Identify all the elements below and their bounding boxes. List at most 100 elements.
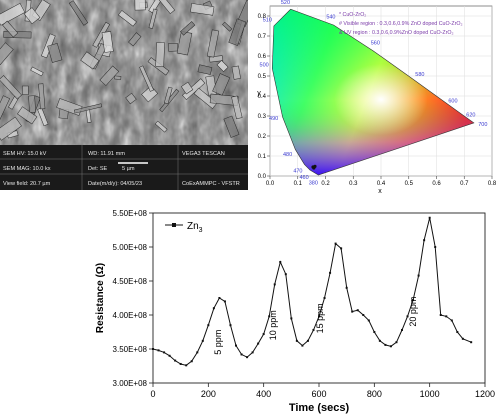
zn3-point [306, 339, 309, 342]
wavelength-label-520: 520 [281, 0, 290, 6]
res-y-tick: 4.50E+08 [113, 277, 148, 286]
ppm-annotations: 5 ppm 10 ppm 15 ppm 20 ppm [213, 297, 418, 355]
sem-flake [17, 106, 38, 125]
zn3-point [318, 315, 320, 318]
zn3-point [240, 353, 243, 356]
cie-points [311, 164, 317, 170]
sem-flake [38, 83, 46, 110]
sem-flake [0, 95, 11, 122]
sem-flake [152, 0, 176, 15]
cie-point [313, 164, 317, 168]
cie-y-tick-0.3: 0.3 [258, 114, 267, 120]
sem-hv: SEM HV: 15.0 kV [3, 151, 47, 157]
cie-x-tick-0.0: 0.0 [266, 181, 275, 187]
zn3-point [401, 328, 403, 331]
sem-flake [180, 21, 196, 36]
res-y-tick: 5.00E+08 [113, 243, 148, 252]
cie-x-ticks: 0.0 0.1 0.2 0.3 0.4 0.5 0.6 0.7 0.8 [266, 176, 497, 187]
sem-view-field: View field: 20.7 µm [3, 181, 51, 187]
zn3-point [423, 239, 426, 242]
res-x-tick-0: 0 [150, 389, 155, 399]
sem-flake [37, 107, 49, 127]
wavelength-label-700: 700 [478, 122, 487, 128]
cie-y-tick-0.2: 0.2 [258, 134, 267, 140]
sem-flake [47, 43, 63, 63]
wavelength-label-620: 620 [466, 113, 475, 119]
wavelength-label-380: 380 [309, 180, 318, 186]
sem-flake [134, 0, 146, 11]
zn3-point [470, 341, 473, 344]
zn3-point [367, 319, 370, 322]
sem-flake [212, 73, 231, 96]
sem-flake [216, 60, 229, 72]
zn3-point [201, 339, 204, 342]
zn3-point [179, 362, 182, 365]
res-y-tick: 3.50E+08 [113, 345, 148, 354]
zn3-point [373, 331, 376, 333]
zn3-point [257, 342, 260, 345]
spectral-locus [271, 8, 475, 176]
sem-flake [0, 116, 22, 141]
sem-flake [148, 8, 158, 29]
sem-flake [80, 51, 100, 70]
res-y-tick: 4.00E+08 [113, 311, 148, 320]
sem-flake [231, 65, 241, 80]
sem-lab: CoExAMMPC - VFSTR [182, 181, 240, 187]
cie-x-tick-0.1: 0.1 [294, 181, 303, 187]
cie-legend-1: * CuO-ZrO₂ [339, 12, 366, 18]
cie-x-tick-0.8: 0.8 [488, 181, 497, 187]
zn3-point [273, 283, 276, 286]
zn3-point [334, 242, 337, 245]
zn3-point [235, 344, 237, 347]
wavelength-label-510: 510 [263, 18, 272, 24]
sem-flake [206, 29, 220, 58]
cie-y-ticks: 0.0 0.1 0.2 0.3 0.4 0.5 0.6 0.7 0.8 [258, 14, 270, 180]
sem-flake [154, 120, 168, 133]
sem-scale-label: 5 µm [122, 166, 135, 172]
zn3-point [445, 315, 448, 318]
res-x-tick-600: 600 [311, 389, 326, 399]
res-y-tick: 5.50E+08 [113, 209, 148, 218]
zn3-point [351, 310, 354, 313]
res-legend-label: Zn3 [187, 221, 203, 234]
sem-flake [0, 2, 26, 26]
zn3-point [323, 297, 326, 299]
wavelength-label-500: 500 [260, 63, 269, 69]
sem-date: Date(m/d/y): 04/05/23 [88, 181, 142, 187]
wavelength-label-470: 470 [293, 169, 302, 175]
sem-mag: SEM MAG: 10.0 kx [3, 166, 51, 172]
sem-crystal-flakes [0, 0, 248, 141]
sem-info-bar [0, 145, 248, 190]
zn3-point [246, 356, 249, 359]
zn3-point [417, 274, 420, 277]
sem-flake [28, 95, 36, 113]
zn3-point [196, 351, 199, 354]
sem-flake [68, 0, 89, 26]
sem-det: Det: SE [88, 166, 108, 172]
res-x-ticks: 0 200 400 600 800 1000 1200 [150, 383, 495, 399]
res-x-tick-1000: 1000 [420, 389, 440, 399]
zn3-point [362, 314, 365, 316]
res-x-tick-400: 400 [256, 389, 271, 399]
sem-flake [222, 21, 233, 32]
sem-flake [0, 75, 22, 100]
ppm-label: 20 ppm [408, 297, 418, 327]
res-x-tick-1200: 1200 [475, 389, 495, 399]
resistance-chart: 0 200 400 600 800 1000 1200 3.00E+08 3.50E+08 4.… [95, 209, 495, 414]
sem-flake [114, 75, 122, 80]
sem-flake [168, 43, 178, 52]
sem-vendor: VEGA3 TESCAN [182, 151, 225, 157]
sem-flake [193, 87, 218, 109]
sem-flake [180, 81, 194, 95]
zn3-point [378, 339, 381, 342]
sem-flake [125, 92, 137, 105]
sem-flake [128, 32, 142, 47]
zn3-point [152, 348, 154, 350]
sem-flake [163, 86, 173, 105]
cie-x-tick-0.5: 0.5 [405, 181, 414, 187]
sem-flake [101, 31, 114, 53]
zn3-point [279, 260, 282, 263]
zn3-point [295, 339, 298, 342]
cie-ylabel: y [257, 90, 261, 97]
